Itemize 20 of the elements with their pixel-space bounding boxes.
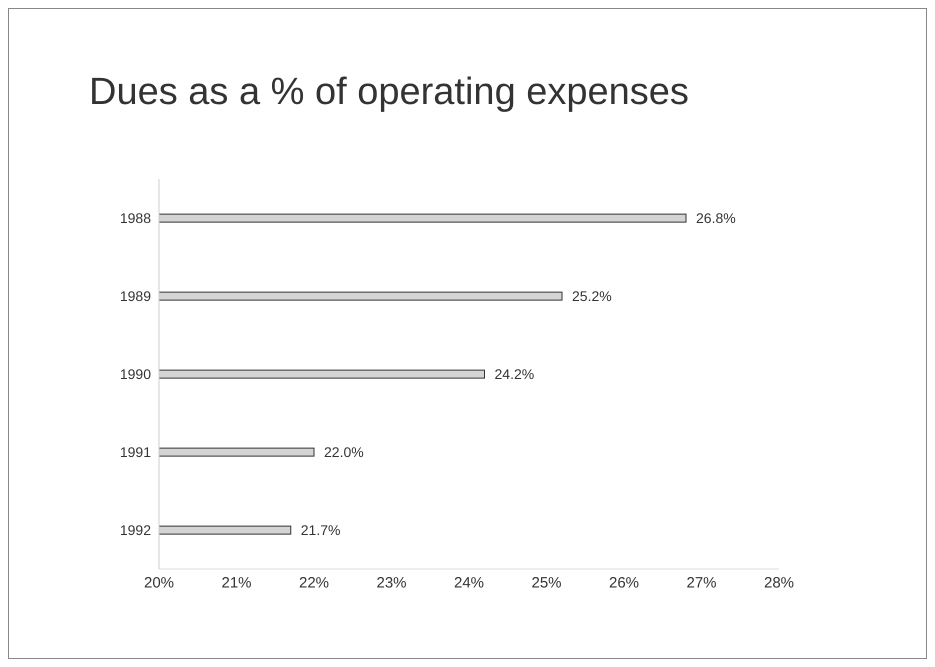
x-tick-label: 25%: [531, 574, 562, 592]
y-tick-label: 1992: [120, 522, 152, 538]
y-tick-label: 1988: [120, 210, 152, 226]
data-label: 26.8%: [696, 210, 736, 226]
x-tick-label: 26%: [608, 574, 640, 592]
data-label: 24.2%: [494, 366, 534, 382]
data-label: 25.2%: [572, 288, 612, 304]
y-tick-label: 1991: [120, 444, 152, 460]
y-tick-label: 1990: [120, 366, 152, 382]
x-tick-label: 27%: [686, 574, 717, 592]
x-tick-label: 20%: [144, 574, 174, 592]
x-tick-label: 24%: [454, 574, 484, 592]
x-tick-label: 23%: [376, 574, 407, 592]
chart-title: Dues as a % of operating expenses: [89, 71, 689, 114]
x-tick-label: 28%: [764, 574, 794, 592]
data-label: 22.0%: [324, 444, 364, 460]
x-tick-label: 21%: [221, 574, 252, 592]
x-tick-label: 22%: [298, 574, 330, 592]
y-tick-label: 1989: [120, 288, 152, 304]
data-label: 21.7%: [300, 522, 340, 538]
